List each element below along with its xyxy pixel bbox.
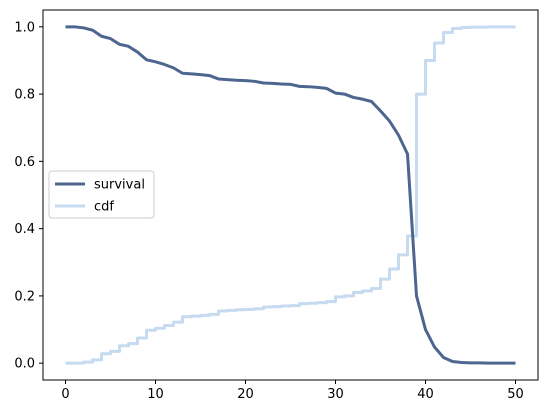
x-axis: 0 10 20 30 40 50 bbox=[61, 380, 524, 402]
x-tick-label: 40 bbox=[417, 387, 434, 402]
y-tick-label: 0.4 bbox=[14, 222, 35, 237]
x-tick-label: 0 bbox=[61, 387, 69, 402]
y-tick-label: 0.2 bbox=[14, 289, 35, 304]
x-tick-label: 20 bbox=[237, 387, 254, 402]
y-tick-label: 0.6 bbox=[14, 155, 35, 170]
legend-label-survival: survival bbox=[94, 178, 145, 193]
legend: survival cdf bbox=[48, 170, 155, 219]
legend-label-cdf: cdf bbox=[94, 200, 114, 215]
survival-line bbox=[65, 25, 516, 365]
y-axis: 0.0 0.2 0.4 0.6 0.8 1.0 bbox=[14, 20, 43, 372]
y-tick-label: 0.0 bbox=[14, 357, 35, 372]
y-tick-label: 0.8 bbox=[14, 88, 35, 103]
x-tick-label: 50 bbox=[507, 387, 524, 402]
x-tick-label: 30 bbox=[327, 387, 344, 402]
plot-frame bbox=[42, 9, 539, 381]
cdf-line bbox=[65, 25, 516, 365]
plot-lines bbox=[65, 25, 516, 365]
y-tick-label: 1.0 bbox=[14, 20, 35, 35]
x-tick-label: 10 bbox=[147, 387, 164, 402]
